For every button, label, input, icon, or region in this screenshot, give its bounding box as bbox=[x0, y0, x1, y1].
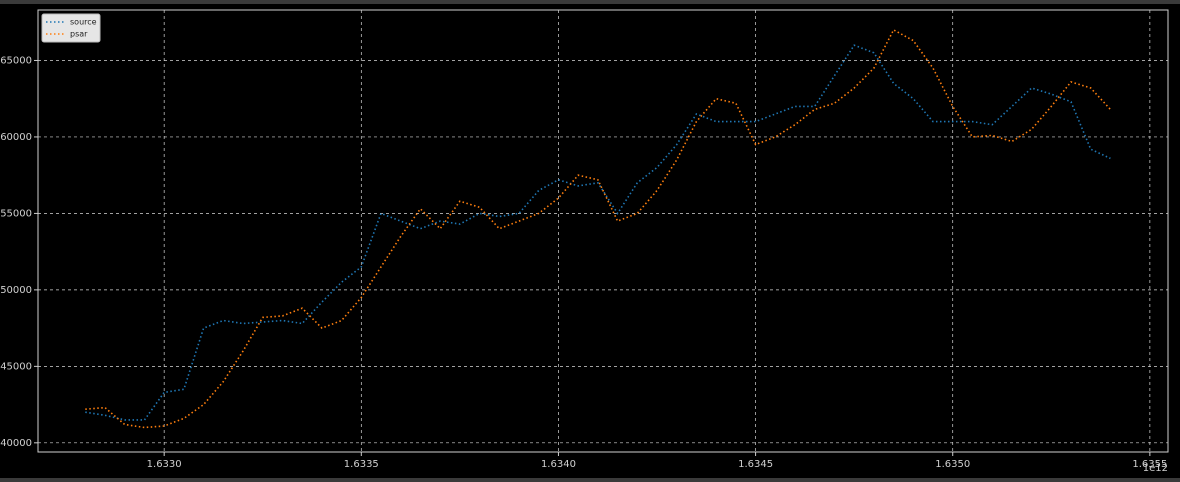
legend-label: psar bbox=[70, 30, 88, 39]
y-tick-label: 60000 bbox=[0, 132, 32, 143]
series-line bbox=[85, 44, 1111, 421]
x-tick-label: 1.6345 bbox=[738, 459, 773, 470]
x-tick-label: 1.6340 bbox=[541, 459, 576, 470]
legend-box bbox=[41, 13, 101, 43]
x-tick-label: 1.6355 bbox=[1132, 459, 1167, 470]
y-tick-label: 55000 bbox=[0, 208, 32, 219]
y-tick-label: 40000 bbox=[0, 438, 32, 449]
bottom-band bbox=[0, 478, 1180, 482]
x-tick-label: 1.6335 bbox=[344, 459, 379, 470]
y-tick-label: 45000 bbox=[0, 361, 32, 372]
y-tick-label: 65000 bbox=[0, 55, 32, 66]
x-tick-label: 1.6330 bbox=[147, 459, 182, 470]
series-line bbox=[85, 28, 1111, 429]
plot-area bbox=[37, 9, 1169, 453]
top-band bbox=[0, 0, 1180, 4]
x-tick-label: 1.6350 bbox=[935, 459, 970, 470]
legend-label: source bbox=[70, 18, 97, 27]
y-tick-label: 50000 bbox=[0, 285, 32, 296]
x-offset-label: 1e12 bbox=[1143, 463, 1168, 474]
